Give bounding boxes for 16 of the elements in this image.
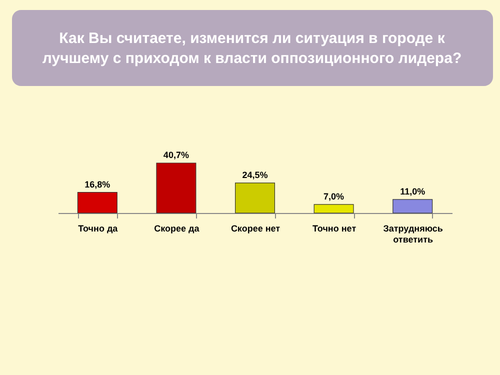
- bar: [156, 162, 196, 214]
- data-label: 16,8%: [84, 179, 110, 190]
- bar: [77, 192, 118, 214]
- bar: [314, 204, 354, 214]
- data-label: 24,5%: [242, 170, 268, 180]
- x-tick-label: Точно нет: [312, 224, 357, 234]
- x-tick-label: Скорее да: [154, 224, 200, 234]
- x-tick-label: Затрудняюсь ответить: [383, 224, 444, 244]
- x-tick-label: Скорее нет: [230, 224, 281, 234]
- bar: [392, 199, 433, 214]
- data-label: 7,0%: [324, 191, 344, 202]
- x-tick-label: Точно да: [78, 224, 119, 234]
- chart-title: Как Вы считаете, изменится ли ситуация в городе к лучшему с приходом к власти оппозиционного лидера?: [42, 30, 462, 67]
- bar: [235, 182, 275, 214]
- data-label: 40,7%: [163, 150, 189, 160]
- data-label: 11,0%: [400, 186, 426, 196]
